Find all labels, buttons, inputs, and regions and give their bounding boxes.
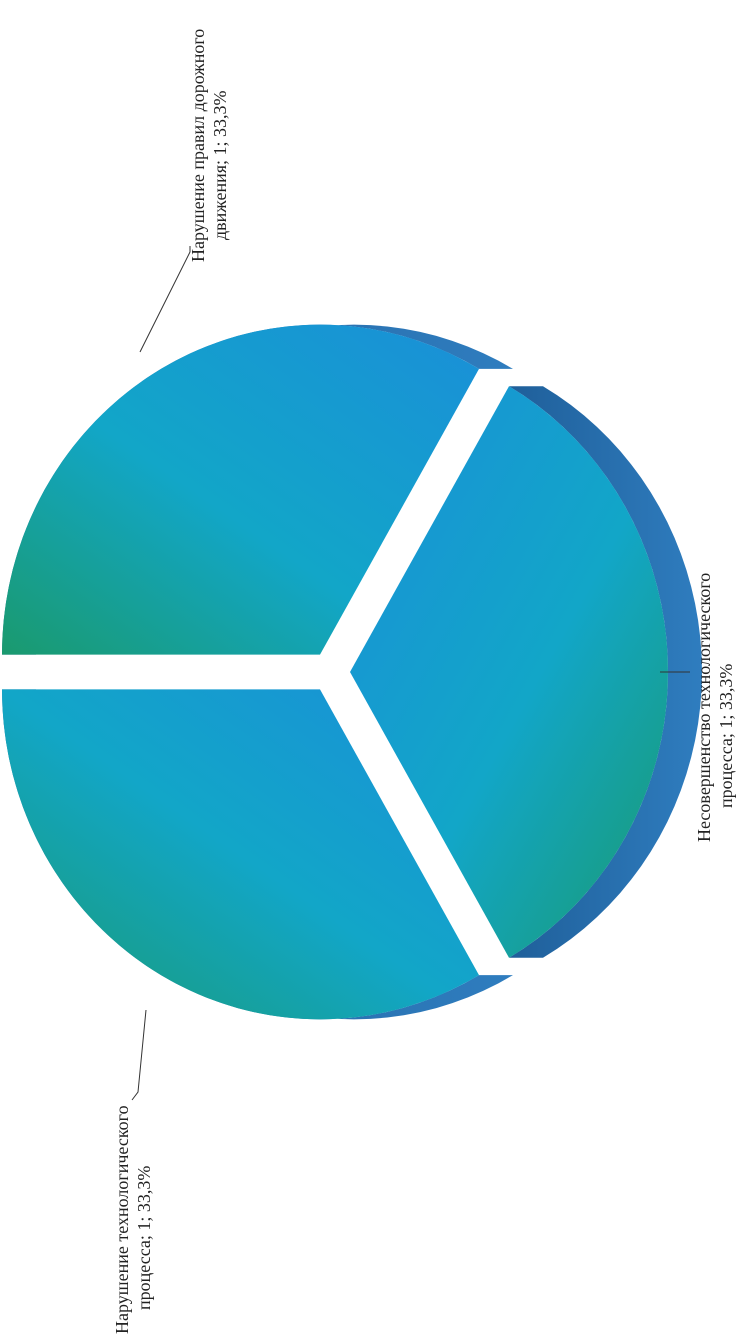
pie-slice-2-face <box>350 386 668 958</box>
data-label-1-line2: движения; 1; 33,3% <box>210 90 230 240</box>
leader-line-3 <box>131 1009 147 1101</box>
pie-slice-3 <box>2 689 513 1020</box>
data-label-3-line2: процесса; 1; 33,3% <box>134 1166 154 1310</box>
pie-slice-2-side <box>509 386 702 958</box>
data-label-1-line1: Нарушение правил дорожного <box>188 29 208 262</box>
data-label-2-line1: Несовершенство технологического <box>694 573 714 842</box>
data-label-3: Нарушение технологического процесса; 1; … <box>112 1009 154 1334</box>
pie-slice-2 <box>350 386 702 958</box>
leader-line-1 <box>139 246 191 353</box>
data-label-2-line2: процесса; 1; 33,3% <box>716 664 736 808</box>
pie-slice-1-face <box>2 324 479 655</box>
data-label-3-line1: Нарушение технологического <box>112 1105 132 1334</box>
data-label-2: Несовершенство технологического процесса… <box>660 573 736 842</box>
pie-slice-3-face <box>2 689 479 1020</box>
data-label-1: Нарушение правил дорожного движения; 1; … <box>139 29 230 353</box>
pie-slice-1 <box>2 324 513 655</box>
